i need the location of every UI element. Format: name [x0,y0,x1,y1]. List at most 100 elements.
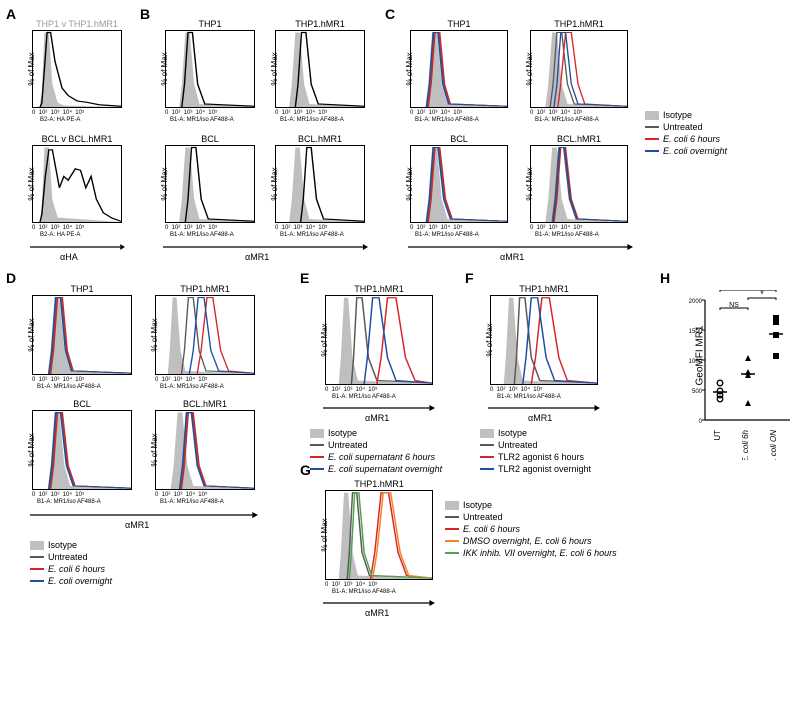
plot-title: BCL [33,399,131,409]
x-sub: B1-A: MR1/iso AF488-A [170,232,234,238]
plot-title: THP1.hMR1 [326,479,432,489]
panel-label-c: C [385,6,395,22]
plot-title: BCL [166,134,254,144]
legend-item: Untreated [498,440,538,450]
plot-title: BCL.hMR1 [531,134,627,144]
x-label-amr1: αMR1 [245,252,269,262]
x-ticks: 0 10² 10³ 10⁴ 10⁵ [490,387,542,393]
x-sub: B1-A: MR1/iso AF488-A [170,117,234,123]
x-ticks: 0 10² 10³ 10⁴ 10⁵ [275,110,327,116]
plot-title: THP1.hMR1 [326,284,432,294]
plot-title: THP1 [166,19,254,29]
x-label-amr1: αMR1 [500,252,524,262]
plot-d-thp1h: THP1.hMR1 % of Max [155,295,255,375]
x-sub: B1-A: MR1/iso AF488-A [332,394,396,400]
plot-b-bcl: BCL % of Max [165,145,255,223]
x-ticks: 0 10² 10³ 10⁴ 10⁵ [155,492,207,498]
y-axis-label: % of Max [405,167,414,200]
x-sub: B2-A: HA PE-A [40,232,80,238]
legend-item: E. coli 6 hours [663,134,720,144]
svg-text:E. coli 6h: E. coli 6h [741,429,750,460]
x-ticks: 0 10² 10³ 10⁴ 10⁵ [32,377,84,383]
x-label-aha: αHA [60,252,78,262]
x-ticks: 0 10² 10³ 10⁴ 10⁵ [165,225,217,231]
legend-item: Isotype [663,110,692,120]
plot-b-thp1h: THP1.hMR1 % of Max [275,30,365,108]
plot-title: THP1.hMR1 [156,284,254,294]
plot-title: THP1 [411,19,507,29]
x-ticks: 0 10² 10³ 10⁴ 10⁵ [275,225,327,231]
y-axis-label: % of Max [150,433,159,466]
plot-title: THP1.hMR1 [276,19,364,29]
x-sub: B1-A: MR1/iso AF488-A [332,589,396,595]
legend-item: Untreated [663,122,703,132]
x-label-amr1: αMR1 [528,413,552,423]
plot-c-thp1: THP1 % of Max [410,30,508,108]
plot-d-bcl: BCL % of Max [32,410,132,490]
y-axis-label: % of Max [270,52,279,85]
svg-text:NS: NS [729,302,739,309]
y-axis-label: % of Max [150,318,159,351]
x-ticks: 0 10² 10³ 10⁴ 10⁵ [32,492,84,498]
legend-item: Isotype [463,500,492,510]
y-axis-label: % of Max [320,323,329,356]
x-ticks: 0 10² 10³ 10⁴ 10⁵ [155,377,207,383]
x-ticks: 0 10² 10³ 10⁴ 10⁵ [32,225,84,231]
legend-item: Untreated [463,512,503,522]
plot-c-bcl: BCL % of Max [410,145,508,223]
plot-f: THP1.hMR1 % of Max [490,295,598,385]
legend-item: Isotype [328,428,357,438]
legend-c: Isotype Untreated E. coli 6 hours E. col… [645,110,727,158]
x-sub: B2-A: HA PE-A [40,117,80,123]
x-sub: B1-A: MR1/iso AF488-A [160,384,224,390]
panel-label-e: E [300,270,309,286]
panel-label-d: D [6,270,16,286]
legend-item: Untreated [48,552,88,562]
x-label-amr1: αMR1 [125,520,149,530]
y-axis-label: % of Max [525,52,534,85]
svg-text:E. coli ON: E. coli ON [769,430,778,460]
y-axis-label: % of Max [27,167,36,200]
h-ylabel: GeoMFI MR1 [695,325,706,385]
plot-title: BCL.hMR1 [276,134,364,144]
y-axis-label: % of Max [27,318,36,351]
plot-title: BCL.hMR1 [156,399,254,409]
x-sub: B1-A: MR1/iso AF488-A [37,384,101,390]
plot-e: THP1.hMR1 % of Max [325,295,433,385]
plot-c-bclh: BCL.hMR1 % of Max [530,145,628,223]
panel-label-h: H [660,270,670,286]
y-axis-label: % of Max [405,52,414,85]
x-label-amr1: αMR1 [365,413,389,423]
legend-item: Isotype [48,540,77,550]
legend-item: E. coli overnight [48,576,112,586]
x-ticks: 0 10² 10³ 10⁴ 10⁵ [325,387,377,393]
legend-item: TLR2 agonist 6 hours [498,452,584,462]
x-ticks: 0 10² 10³ 10⁴ 10⁵ [410,110,462,116]
plot-c-thp1h: THP1.hMR1 % of Max [530,30,628,108]
plot-a-top: THP1 v THP1.hMR1 % of Max [32,30,122,108]
x-ticks: 0 10² 10³ 10⁴ 10⁵ [530,110,582,116]
y-axis-label: % of Max [270,167,279,200]
x-sub: B1-A: MR1/iso AF488-A [535,232,599,238]
panel-label-b: B [140,6,150,22]
y-axis-label: % of Max [160,167,169,200]
legend-item: E. coli overnight [663,146,727,156]
plot-title: BCL [411,134,507,144]
legend-item: IKK inhib. VII overnight, E. coli 6 hour… [463,548,617,558]
legend-item: TLR2 agonist overnight [498,464,591,474]
panel-label-a: A [6,6,16,22]
plot-title: THP1 v THP1.hMR1 [33,19,121,29]
plot-d-thp1: THP1 % of Max [32,295,132,375]
x-ticks: 0 10² 10³ 10⁴ 10⁵ [530,225,582,231]
legend-item: E. coli supernatant overnight [328,464,442,474]
y-axis-label: % of Max [525,167,534,200]
y-axis-label: % of Max [320,518,329,551]
x-sub: B1-A: MR1/iso AF488-A [415,232,479,238]
legend-g: Isotype Untreated E. coli 6 hours DMSO o… [445,500,665,560]
x-sub: B1-A: MR1/iso AF488-A [280,117,344,123]
plot-a-bot: BCL v BCL.hMR1 % of Max [32,145,122,223]
y-axis-label: % of Max [160,52,169,85]
svg-text:500: 500 [692,389,703,395]
x-ticks: 0 10² 10³ 10⁴ 10⁵ [410,225,462,231]
svg-text:*: * [760,290,764,299]
